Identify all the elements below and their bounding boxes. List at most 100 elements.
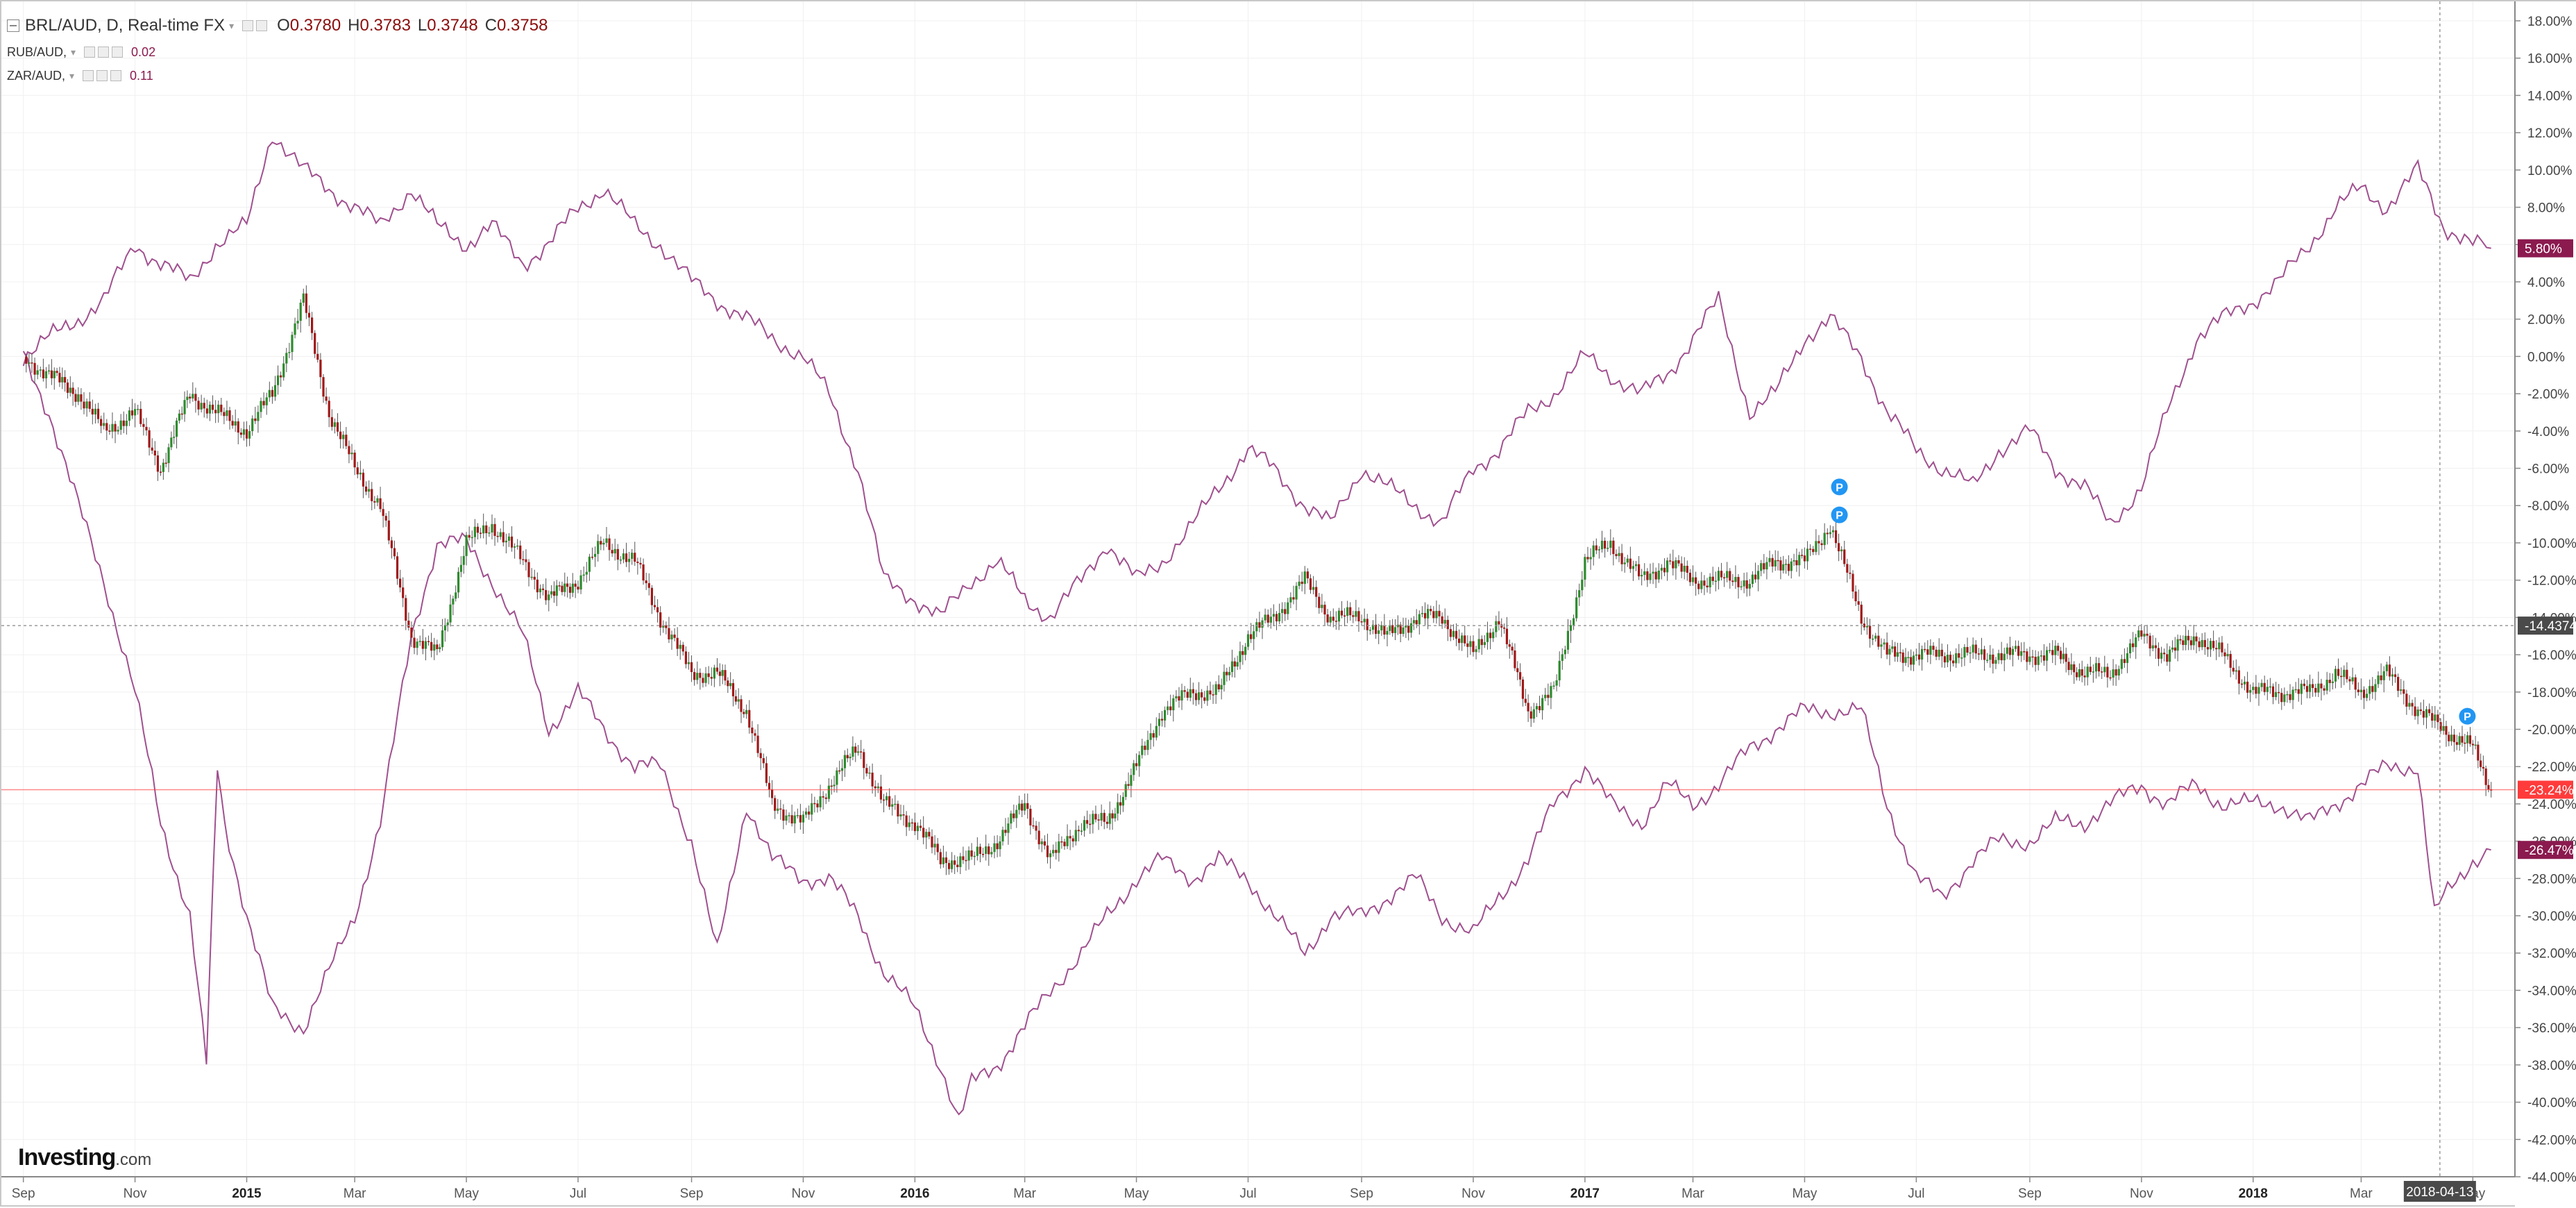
candle-body[interactable] (1703, 580, 1706, 586)
candle-body[interactable] (322, 377, 325, 397)
candle-body[interactable] (348, 446, 350, 455)
candle-body[interactable] (647, 583, 650, 588)
candle-body[interactable] (1026, 803, 1029, 809)
candle-body[interactable] (1284, 609, 1287, 614)
candle-body[interactable] (2229, 653, 2232, 668)
candle-body[interactable] (1737, 577, 1740, 587)
candle-body[interactable] (871, 772, 874, 787)
candle-body[interactable] (1180, 690, 1183, 701)
marker-icon[interactable] (2459, 707, 2476, 725)
candle-body[interactable] (836, 770, 838, 785)
compare-row-zar[interactable]: ZAR/AUD, ▾ 0.11 (7, 64, 548, 87)
candle-body[interactable] (947, 863, 951, 869)
candle-body[interactable] (175, 420, 178, 437)
candle-body[interactable] (1532, 709, 1535, 719)
candle-body[interactable] (650, 587, 653, 605)
candle-body[interactable] (2026, 651, 2028, 662)
candle-body[interactable] (1860, 604, 1863, 624)
candle-body[interactable] (1612, 540, 1615, 555)
candle-body[interactable] (799, 815, 802, 823)
candle-body[interactable] (2280, 693, 2283, 703)
candle-body[interactable] (1760, 563, 1763, 571)
candle-body[interactable] (2135, 637, 2137, 648)
candle-body[interactable] (2151, 645, 2154, 648)
candle-body[interactable] (856, 751, 860, 753)
candle-body[interactable] (2103, 666, 2106, 673)
candle-body[interactable] (1255, 622, 1258, 632)
candle-body[interactable] (1300, 581, 1303, 585)
candle-body[interactable] (2123, 659, 2126, 663)
candle-body[interactable] (2408, 703, 2411, 707)
candle-body[interactable] (1405, 626, 1407, 628)
candle-body[interactable] (886, 796, 888, 800)
candle-body[interactable] (713, 667, 715, 679)
candle-body[interactable] (178, 413, 180, 421)
candle-body[interactable] (1239, 651, 1242, 662)
candle-body[interactable] (479, 532, 482, 534)
candle-body[interactable] (1323, 605, 1326, 615)
candle-body[interactable] (1080, 830, 1083, 832)
settings-icon[interactable] (84, 47, 96, 58)
candle-body[interactable] (2094, 663, 2098, 672)
candle-body[interactable] (371, 489, 373, 501)
candle-body[interactable] (2377, 675, 2380, 685)
candle-body[interactable] (1212, 694, 1214, 696)
candle-body[interactable] (690, 662, 693, 673)
candle-body[interactable] (894, 803, 897, 805)
candle-body[interactable] (162, 462, 164, 472)
candle-body[interactable] (1133, 763, 1135, 775)
candle-body[interactable] (1569, 625, 1573, 631)
candle-body[interactable] (849, 756, 851, 759)
candle-body[interactable] (1894, 646, 1897, 657)
candle-body[interactable] (993, 843, 996, 853)
collapse-legend-icon[interactable] (7, 19, 19, 32)
candle-body[interactable] (748, 710, 751, 728)
candle-body[interactable] (2312, 684, 2314, 688)
candle-body[interactable] (1349, 607, 1352, 616)
candle-body[interactable] (1352, 615, 1355, 617)
candle-body[interactable] (1714, 580, 1717, 582)
candle-body[interactable] (2480, 760, 2482, 767)
close-icon[interactable] (110, 70, 122, 81)
candle-body[interactable] (2305, 686, 2309, 692)
candle-body[interactable] (1021, 803, 1024, 811)
candle-body[interactable] (316, 353, 319, 360)
candle-body[interactable] (488, 532, 491, 534)
candle-body[interactable] (833, 785, 836, 787)
candle-body[interactable] (822, 796, 824, 798)
candle-body[interactable] (410, 628, 413, 638)
visibility-icon[interactable] (256, 20, 268, 31)
candle-body[interactable] (1637, 564, 1641, 577)
candle-body[interactable] (1281, 609, 1284, 613)
candle-body[interactable] (2185, 635, 2187, 646)
candle-body[interactable] (702, 678, 704, 683)
candle-body[interactable] (1729, 571, 1731, 581)
candle-body[interactable] (696, 673, 699, 680)
candle-body[interactable] (50, 370, 53, 378)
candle-body[interactable] (1992, 654, 1994, 664)
candle-body[interactable] (1149, 733, 1152, 740)
candle-body[interactable] (2075, 672, 2078, 678)
candle-body[interactable] (1097, 819, 1100, 821)
candle-body[interactable] (1371, 624, 1375, 630)
candle-body[interactable] (111, 423, 114, 432)
candle-body[interactable] (1672, 561, 1675, 569)
candle-body[interactable] (788, 815, 790, 816)
candle-body[interactable] (427, 641, 430, 642)
candle-body[interactable] (1581, 579, 1584, 591)
candle-body[interactable] (342, 435, 345, 439)
candle-body[interactable] (2388, 664, 2391, 677)
candle-body[interactable] (245, 429, 248, 439)
candle-body[interactable] (1790, 561, 1793, 571)
candle-body[interactable] (931, 836, 933, 848)
candle-body[interactable] (1829, 532, 1831, 535)
candle-body[interactable] (339, 431, 342, 439)
candle-body[interactable] (64, 377, 67, 383)
candle-body[interactable] (105, 423, 108, 431)
candle-body[interactable] (239, 433, 242, 435)
candle-body[interactable] (653, 605, 656, 607)
candle-body[interactable] (1399, 624, 1402, 635)
candle-body[interactable] (2450, 735, 2453, 741)
candle-body[interactable] (257, 412, 260, 421)
candle-body[interactable] (117, 430, 119, 432)
